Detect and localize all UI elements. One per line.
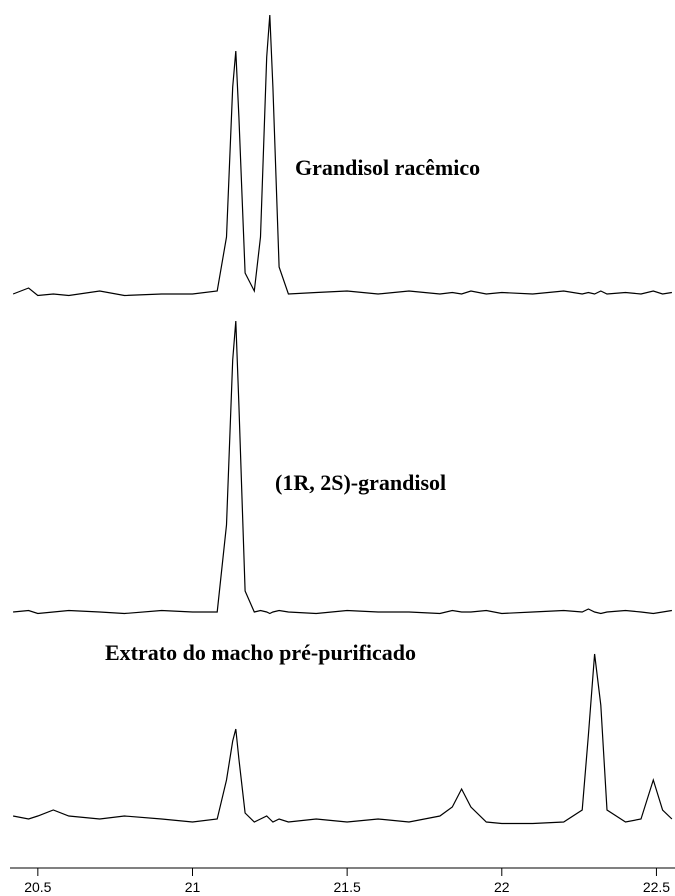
trace xyxy=(12,653,673,825)
x-tick-label: 22 xyxy=(494,879,510,895)
x-tick-label: 21 xyxy=(185,879,201,895)
x-tick-label: 20.5 xyxy=(24,879,51,895)
x-tick-label: 21.5 xyxy=(334,879,361,895)
trace xyxy=(12,14,672,297)
trace-label: Grandisol racêmico xyxy=(295,155,480,180)
trace-label: (1R, 2S)-grandisol xyxy=(275,470,446,495)
trace-label: Extrato do macho pré-purificado xyxy=(105,640,416,665)
x-tick-label: 22.5 xyxy=(643,879,670,895)
trace xyxy=(13,320,672,615)
